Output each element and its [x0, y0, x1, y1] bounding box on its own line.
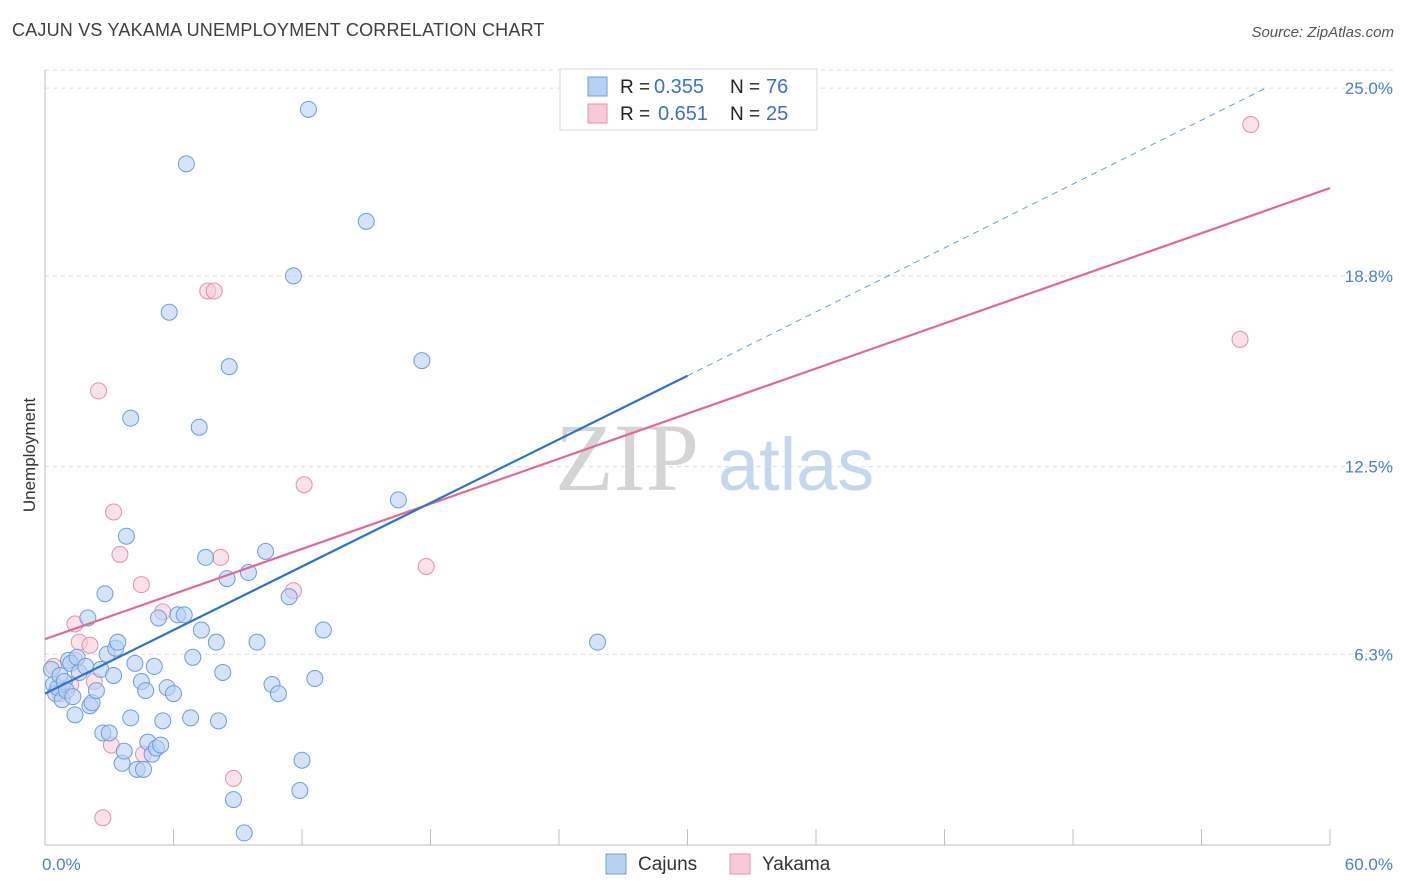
cajun-point — [589, 633, 607, 651]
x-tick-label-max: 60.0% — [1345, 855, 1393, 874]
cajun-point — [87, 682, 105, 700]
y-axis-label: Unemployment — [20, 398, 39, 513]
cajun-point — [152, 736, 170, 754]
yakama-point — [1231, 330, 1249, 348]
cajun-point — [209, 712, 227, 730]
cajun-trendline-extension — [687, 87, 1266, 377]
cajun-point — [177, 155, 195, 173]
cajun-point — [122, 709, 140, 727]
cajun-point — [150, 609, 168, 627]
cajun-point — [154, 712, 172, 730]
yakama-point — [417, 557, 435, 575]
cajun-point — [306, 669, 324, 687]
cajun-point — [109, 633, 127, 651]
yakama-point — [295, 476, 313, 494]
cajun-point — [100, 724, 118, 742]
cajun-point — [299, 100, 317, 118]
cajun-point — [122, 409, 140, 427]
cajun-point — [192, 621, 210, 639]
cajun-point — [389, 491, 407, 509]
cajun-point — [197, 548, 215, 566]
stats-cajun-n-label: N = — [730, 77, 760, 98]
stats-box: R = 0.355 N = 76 R = 0.651 N = 25 — [559, 68, 818, 131]
yakama-point — [1242, 115, 1260, 133]
cajun-point — [160, 303, 178, 321]
cajun-point — [165, 685, 182, 703]
cajun-point — [64, 688, 82, 706]
yakama-point — [205, 282, 223, 300]
watermark-zip: ZIP — [555, 404, 699, 511]
legend-yakama-label: Yakama — [762, 854, 831, 875]
cajun-point — [105, 666, 123, 684]
axes — [44, 70, 1331, 846]
cajun-point — [413, 352, 431, 370]
legend-yakama-swatch — [729, 853, 751, 875]
cajun-point — [184, 648, 202, 666]
yakama-trendline — [44, 187, 1331, 641]
cajun-point — [96, 585, 114, 603]
cajun-point — [115, 742, 133, 760]
stats-yakama-n-label: N = — [730, 104, 760, 125]
stats-cajun-n-value: 76 — [766, 76, 788, 98]
y-tick-label: 25.0% — [1345, 79, 1393, 98]
cajun-point — [248, 633, 266, 651]
cajun-points — [42, 100, 607, 842]
legend-cajuns-swatch — [605, 853, 627, 875]
yakama-point — [111, 545, 129, 563]
cajun-point — [291, 782, 309, 800]
cajun-point — [314, 621, 332, 639]
legend-cajuns-label: Cajuns — [638, 854, 697, 875]
cajun-point — [220, 358, 238, 376]
stats-yakama-swatch — [587, 103, 608, 124]
watermark: ZIP atlas — [555, 404, 874, 511]
trendlines — [44, 87, 1331, 695]
stats-yakama-r-label: R = — [620, 104, 650, 125]
cajun-point — [214, 663, 232, 681]
watermark-atlas: atlas — [718, 423, 874, 506]
stats-yakama-r-value: 0.651 — [658, 103, 708, 125]
x-tick-label-min: 0.0% — [42, 855, 81, 874]
cajun-point — [284, 267, 302, 285]
chart-title: CAJUN VS YAKAMA UNEMPLOYMENT CORRELATION… — [12, 20, 545, 40]
source-note: Source: ZipAtlas.com — [1251, 24, 1394, 41]
cajun-point — [190, 418, 208, 436]
yakama-point — [90, 382, 108, 400]
yakama-point — [81, 636, 99, 654]
cajun-point — [207, 633, 225, 651]
legend: Cajuns Yakama — [605, 853, 831, 875]
yakama-point — [105, 503, 123, 521]
yakama-point — [132, 576, 150, 594]
cajun-point — [235, 824, 253, 842]
cajun-point — [145, 657, 163, 675]
cajun-point — [175, 606, 193, 624]
cajun-point — [135, 760, 153, 778]
cajun-point — [224, 791, 242, 809]
cajun-point — [137, 682, 155, 700]
stats-cajun-r-label: R = — [620, 77, 650, 98]
cajun-point — [117, 527, 135, 545]
cajun-point — [293, 751, 311, 769]
cajun-point — [66, 706, 84, 724]
y-tick-label: 6.3% — [1354, 645, 1393, 664]
yakama-point — [94, 809, 112, 827]
cajun-trendline — [44, 374, 688, 695]
cajun-point — [182, 709, 200, 727]
yakama-point — [212, 548, 230, 566]
cajun-point — [357, 212, 375, 230]
y-tick-label: 12.5% — [1345, 458, 1393, 477]
cajun-point — [280, 588, 298, 606]
cajun-point — [269, 685, 287, 703]
stats-yakama-n-value: 25 — [766, 103, 788, 125]
stats-cajun-r-value: 0.355 — [654, 76, 704, 98]
y-tick-labels: 6.3% 12.5% 18.8% 25.0% — [1345, 79, 1393, 664]
y-tick-label: 18.8% — [1345, 267, 1393, 286]
cajun-point — [257, 542, 275, 560]
cajun-point — [77, 657, 95, 675]
cajun-point — [126, 654, 144, 672]
yakama-point — [224, 769, 242, 787]
stats-cajun-swatch — [587, 76, 608, 97]
